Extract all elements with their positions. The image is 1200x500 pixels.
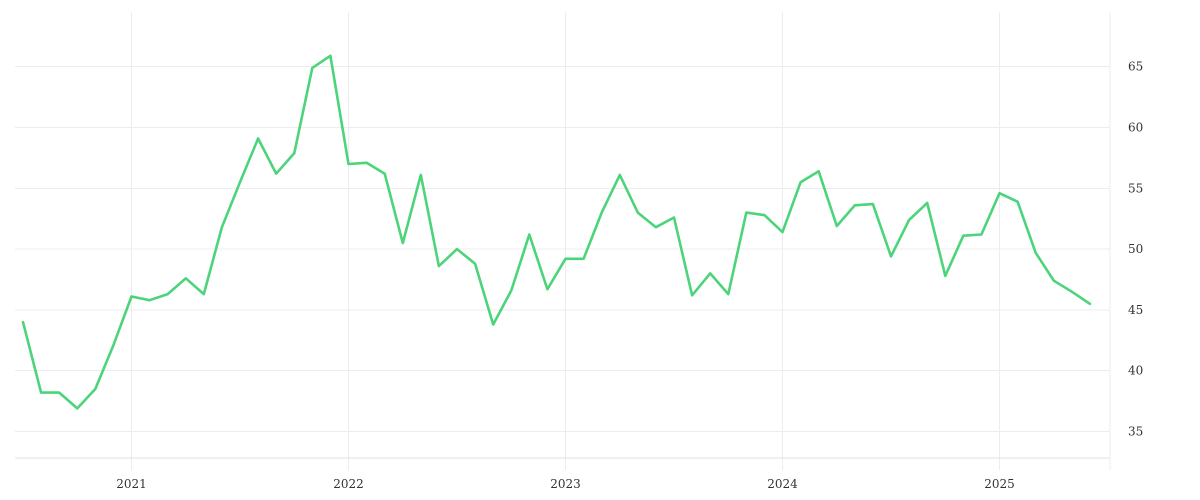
y-tick-label: 50 [1128,242,1143,256]
x-tick-label: 2023 [550,477,581,491]
x-gridlines [131,12,1000,470]
y-tick-label: 35 [1128,425,1143,439]
y-axis-ticks: 35 40 45 50 55 60 65 [1128,60,1143,439]
series-group [21,54,1092,410]
y-tick-label: 65 [1128,60,1143,74]
x-tick-label: 2021 [116,477,147,491]
y-tick-label: 45 [1128,303,1143,317]
series-line [21,54,1092,410]
x-tick-label: 2025 [984,477,1015,491]
y-gridlines [15,12,1111,470]
x-axis-ticks: 2021 2022 2023 2024 2025 [116,477,1015,491]
x-tick-label: 2022 [333,477,364,491]
x-tick-label: 2024 [767,477,798,491]
y-tick-label: 40 [1128,364,1143,378]
y-tick-label: 55 [1128,181,1143,195]
y-tick-label: 60 [1128,121,1143,135]
